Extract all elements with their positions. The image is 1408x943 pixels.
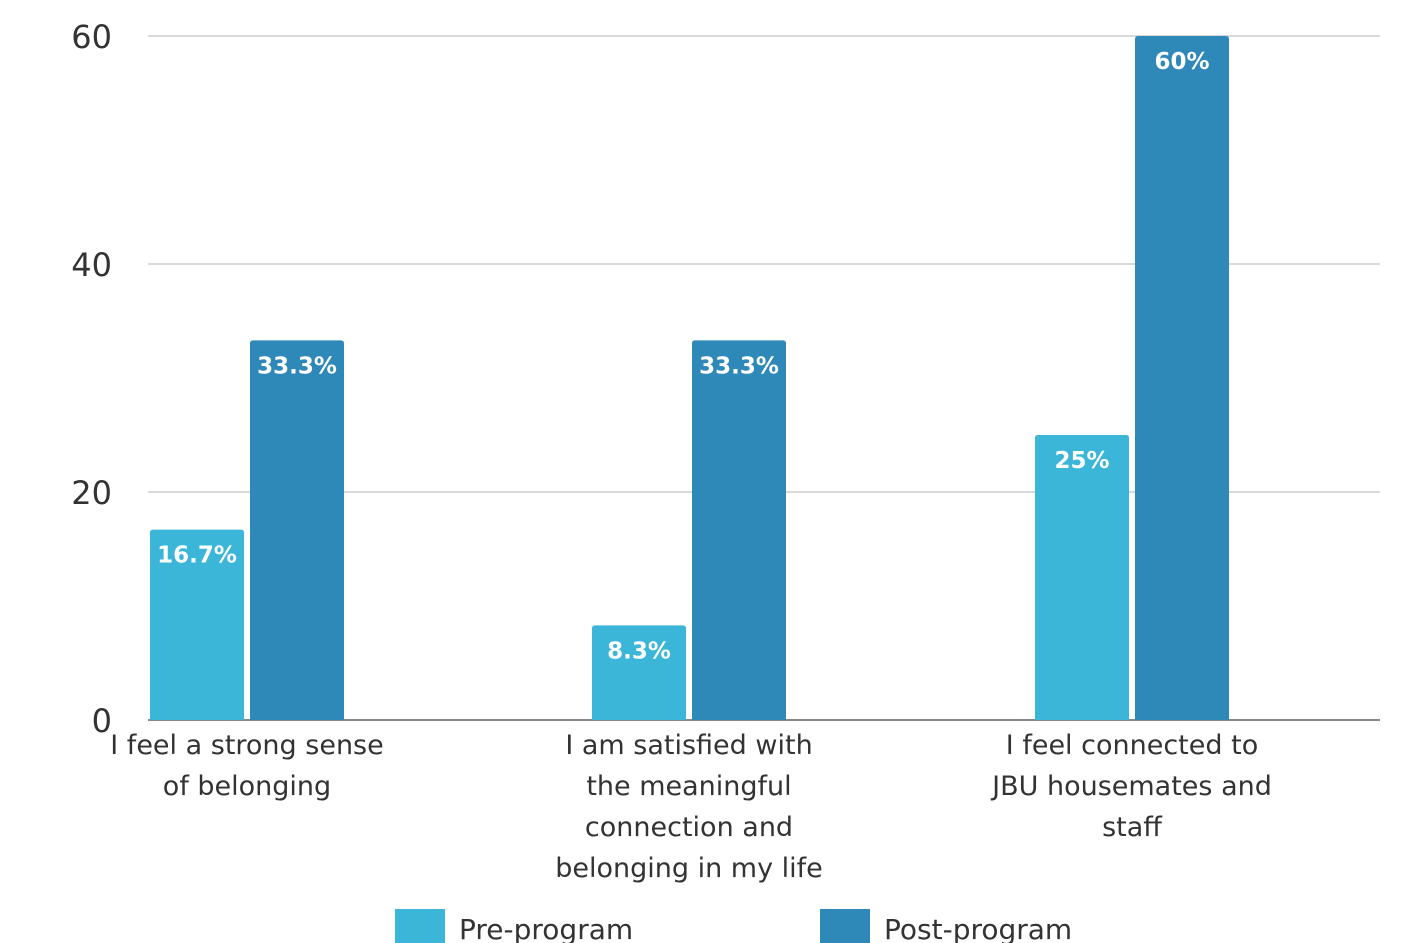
x-tick-label: I feel a strong sense of belonging: [110, 730, 383, 802]
y-axis-ticks: 0 20 40 60: [71, 18, 112, 740]
x-tick-label: I feel connected to JBU housemates and sta…: [990, 730, 1272, 843]
data-label: 33.3%: [699, 353, 779, 379]
data-label: 8.3%: [607, 638, 671, 664]
bars: [150, 36, 1229, 720]
category-labels: I feel a strong sense of belonging I am sa…: [110, 730, 1272, 884]
legend-swatch: [820, 909, 870, 943]
bar-post-program: [1135, 36, 1229, 720]
bar-post-program: [692, 340, 786, 720]
y-tick-label: 0: [92, 702, 112, 740]
y-tick-label: 20: [71, 474, 112, 512]
legend-swatch: [395, 909, 445, 943]
bar-pre-program: [1035, 435, 1129, 720]
data-label: 25%: [1054, 448, 1109, 474]
x-tick-label: I am satisfied with the meaningful connect…: [555, 730, 823, 884]
y-tick-label: 60: [71, 18, 112, 56]
data-labels: 16.7% 33.3% 8.3% 33.3% 25% 60%: [157, 49, 1209, 664]
bar-pre-program: [150, 529, 244, 720]
bar-pre-program: [592, 625, 686, 720]
data-label: 33.3%: [257, 353, 337, 379]
y-tick-label: 40: [71, 246, 112, 284]
bar-post-program: [250, 340, 344, 720]
legend: Pre-program Post-program: [395, 909, 1072, 943]
legend-label: Pre-program: [459, 913, 633, 943]
data-label: 16.7%: [157, 543, 237, 569]
legend-label: Post-program: [884, 913, 1072, 943]
data-label: 60%: [1154, 49, 1209, 75]
